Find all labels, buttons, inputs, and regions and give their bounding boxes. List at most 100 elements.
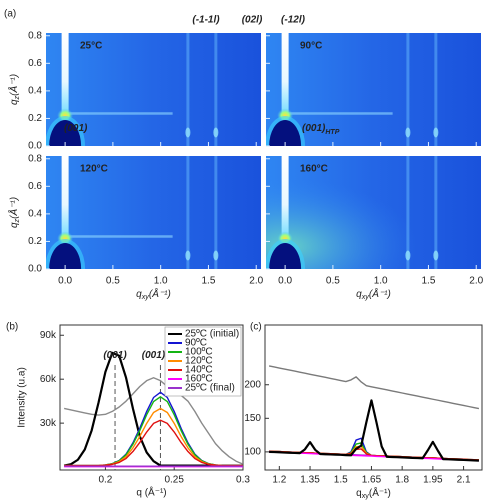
diffraction-spot <box>405 127 411 138</box>
diffraction-spot <box>213 127 219 138</box>
y-tick-label: 0.2 <box>28 113 42 124</box>
legend-label: 25ºC (initial) <box>185 329 239 340</box>
specular-beam <box>61 33 69 122</box>
y-tick-label: 0.0 <box>28 264 42 275</box>
peak-annotation: (001)HTP <box>302 123 340 136</box>
y-axis-label: qz(Å⁻¹) <box>7 197 21 228</box>
diffuse-haze <box>266 156 481 269</box>
diffraction-rod <box>406 33 410 146</box>
series-line <box>269 399 479 462</box>
plot-frame <box>264 324 483 471</box>
x-axis-label-part: xy <box>361 292 370 301</box>
y-tick-label: 0.2 <box>28 236 42 247</box>
horizontal-streak <box>285 112 393 115</box>
diffraction-rod <box>434 156 438 269</box>
x-tick-label: 1.8 <box>395 475 409 486</box>
y-axis-label-part: z <box>12 218 21 223</box>
x-axis-label-part: xy <box>362 491 370 500</box>
y-axis-label: Intensity (u.a) <box>17 367 28 428</box>
peak-annotation-text: (001) <box>302 123 326 134</box>
y-tick-label: 0.6 <box>28 58 42 69</box>
diffraction-spot <box>433 127 439 138</box>
diffraction-rod <box>186 33 190 146</box>
y-axis-label-part: q <box>9 99 20 105</box>
peak-annotation: (001) <box>64 123 88 134</box>
image-background <box>46 33 261 146</box>
y-tick-label: 60k <box>40 374 57 385</box>
series-line <box>63 377 243 465</box>
legend-label: 100ºC <box>185 347 213 358</box>
column-label: (-1-1l) <box>192 15 220 26</box>
x-tick-label: 1.35 <box>300 475 320 486</box>
series-line <box>268 365 480 410</box>
x-tick-label: 0.5 <box>326 276 340 287</box>
peak-annotation: (001) <box>103 350 127 361</box>
beam-stop <box>269 243 302 269</box>
plot-lines <box>268 365 480 462</box>
x-axis-label-part: q <box>356 289 362 300</box>
x-tick-label: 2.1 <box>457 475 471 486</box>
image-panel <box>266 33 481 146</box>
x-axis-label: qxy(Å⁻¹) <box>356 287 391 301</box>
image-panel <box>46 156 261 269</box>
x-axis-label-part: (Å⁻¹) <box>369 287 391 300</box>
diffraction-rod <box>434 33 438 146</box>
panel-label: (c) <box>250 322 262 333</box>
x-tick-label: 0.3 <box>236 475 250 486</box>
y-axis-label-part: (Å⁻¹) <box>7 197 20 219</box>
y-axis-label-part: z <box>12 95 21 100</box>
image-panel <box>46 33 261 146</box>
y-tick-label: 0.8 <box>28 153 42 164</box>
specular-beam <box>61 156 69 245</box>
diffraction-rod <box>186 156 190 269</box>
peak-annotation-sub: HTP <box>325 129 339 136</box>
x-tick-label: 1.5 <box>334 475 348 486</box>
x-tick-label: 1.65 <box>362 475 382 486</box>
x-axis-label: q (Å⁻¹) <box>136 486 166 499</box>
x-tick-label: 0.0 <box>278 276 292 287</box>
y-tick-label: 150 <box>244 413 261 424</box>
x-axis-label-part: q <box>356 488 362 499</box>
x-tick-label: 0.0 <box>58 276 72 287</box>
plot-lines <box>63 351 243 470</box>
y-tick-label: 100 <box>244 447 261 458</box>
legend-label: 90ºC <box>185 338 207 349</box>
x-tick-label: 1.95 <box>423 475 443 486</box>
x-axis-label-part: (Å⁻¹) <box>149 287 171 300</box>
column-label: (02l) <box>242 15 263 26</box>
y-tick-label: 30k <box>40 418 57 429</box>
panel-title: 160°C <box>300 164 328 175</box>
y-tick-label: 90k <box>40 330 57 341</box>
y-tick-label: 0.0 <box>28 141 42 152</box>
diffraction-spot <box>185 250 191 261</box>
peak-annotation-text: (001) <box>64 123 88 134</box>
beam-stop <box>269 120 302 146</box>
beam-stop <box>49 243 82 269</box>
diffraction-rod <box>214 33 218 146</box>
y-tick-label: 0.4 <box>28 209 42 220</box>
panel-title: 120°C <box>80 164 108 175</box>
x-tick-label: 0.2 <box>98 475 112 486</box>
x-axis-label-part: (Å⁻¹) <box>369 486 391 499</box>
legend-label: 160ºC <box>185 374 213 385</box>
x-tick-label: 2.0 <box>469 276 483 287</box>
legend-label: 140ºC <box>185 365 213 376</box>
x-axis-label-part: xy <box>141 292 150 301</box>
y-tick-label: 0.8 <box>28 30 42 41</box>
x-tick-label: 0.5 <box>106 276 120 287</box>
column-label: (-12l) <box>281 15 306 26</box>
diffraction-spot <box>185 127 191 138</box>
peak-annotation-text: (001) <box>142 350 166 361</box>
panel-label: (a) <box>4 9 16 20</box>
y-axis-label-part: q <box>9 222 20 228</box>
legend-label: 120ºC <box>185 356 213 367</box>
diffraction-spot <box>433 250 439 261</box>
diffraction-rod <box>406 156 410 269</box>
x-tick-label: 1.5 <box>421 276 435 287</box>
panel-label: (b) <box>6 322 18 333</box>
x-axis-label-part: q <box>136 289 142 300</box>
image-background <box>46 156 261 269</box>
y-axis-label: qz(Å⁻¹) <box>7 74 21 105</box>
y-tick-label: 0.4 <box>28 86 42 97</box>
specular-beam <box>281 33 289 122</box>
